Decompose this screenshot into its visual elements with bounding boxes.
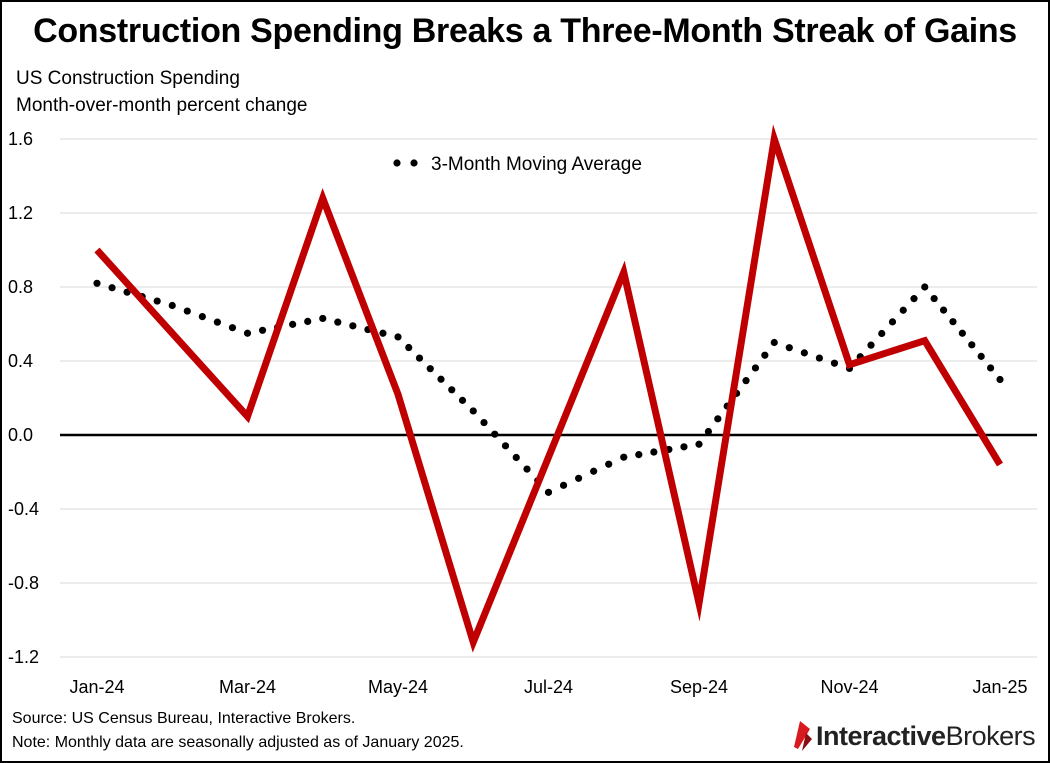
logo-wordmark-bold: Interactive — [816, 720, 946, 751]
moving-average-dot — [458, 396, 467, 404]
moving-average-dot — [751, 364, 760, 372]
moving-average-dot — [334, 318, 342, 326]
moving-average-dot — [930, 294, 938, 303]
moving-average-dot — [491, 430, 499, 438]
moving-average-dot — [183, 307, 191, 315]
moving-average-dot — [544, 488, 553, 496]
moving-average-dot — [742, 377, 750, 385]
moving-average-dot — [379, 329, 387, 337]
moving-average-dot — [939, 306, 948, 314]
source-note: Source: US Census Bureau, Interactive Br… — [12, 710, 356, 727]
moving-average-dot — [590, 467, 598, 475]
y-tick-label: 0.8 — [8, 277, 33, 297]
moving-average-dot — [512, 453, 520, 462]
moving-average-dot — [899, 306, 907, 314]
moving-average-dot — [108, 284, 116, 292]
legend-marker-dot — [393, 159, 401, 167]
moving-average-dot — [198, 313, 206, 321]
moving-average-dot — [680, 443, 688, 451]
moving-average-dot — [480, 418, 488, 427]
moving-average-dot — [620, 453, 628, 461]
moving-average-dot — [968, 341, 976, 349]
y-tick-label: 0.0 — [8, 425, 33, 445]
moving-average-dot — [153, 297, 161, 305]
moving-average-dot — [349, 322, 357, 330]
moving-average-dot — [815, 354, 824, 362]
moving-average-dot — [228, 324, 237, 332]
moving-average-dot — [977, 352, 985, 360]
legend-marker-dot — [410, 159, 418, 167]
moving-average-dot — [996, 375, 1004, 384]
monthly-change-line — [94, 124, 1003, 653]
x-tick-label: Jan-25 — [972, 677, 1027, 697]
moving-average-dot — [714, 415, 722, 423]
x-tick-label: Nov-24 — [820, 677, 878, 697]
moving-average-dot — [695, 440, 703, 448]
y-tick-label: -1.2 — [8, 647, 39, 667]
moving-average-dot — [523, 465, 531, 473]
moving-average-dot — [650, 448, 658, 456]
moving-average-dot — [635, 451, 643, 459]
moving-average-dot — [319, 314, 327, 323]
moving-average-dot — [213, 318, 221, 326]
moving-average-dot — [415, 354, 424, 362]
moving-average-dot — [704, 427, 713, 436]
moving-average-dot — [910, 295, 918, 303]
legend-label: 3-Month Moving Average — [431, 154, 642, 175]
moving-average-dot — [830, 359, 839, 367]
moving-average-dot — [921, 283, 929, 291]
moving-average-dot — [469, 407, 477, 415]
y-tick-label: -0.4 — [8, 499, 39, 519]
logo-wordmark-regular: Brokers — [945, 720, 1036, 751]
chart-title: Construction Spending Breaks a Three-Mon… — [33, 12, 1017, 50]
moving-average-dot — [878, 329, 886, 338]
data-note: Note: Monthly data are seasonally adjust… — [12, 734, 464, 751]
y-tick-label: -0.8 — [8, 573, 39, 593]
moving-average-dot — [405, 343, 413, 352]
moving-average-dot — [289, 320, 297, 328]
moving-average-dot — [258, 326, 267, 334]
x-tick-label: May-24 — [368, 677, 428, 697]
logo-wordmark: InteractiveBrokers — [816, 720, 1036, 752]
x-tick-label: Mar-24 — [219, 677, 276, 697]
moving-average-dot — [761, 351, 769, 359]
moving-average-dot — [888, 318, 897, 326]
moving-average-dot — [949, 318, 957, 326]
moving-average-dot — [986, 364, 995, 372]
x-tick-label: Sep-24 — [670, 677, 728, 697]
y-tick-label: 1.6 — [8, 129, 33, 149]
moving-average-dot — [93, 279, 101, 287]
chart-subtitle-series: US Construction Spending — [16, 68, 240, 89]
moving-average-dot — [770, 338, 778, 347]
y-tick-label: 1.2 — [8, 203, 33, 223]
moving-average-dot — [448, 386, 456, 394]
moving-average-dot — [394, 333, 402, 341]
moving-average-dot — [867, 341, 875, 349]
moving-average-dot — [958, 329, 966, 337]
moving-average-dot — [575, 474, 583, 482]
chart-subtitle-units: Month-over-month percent change — [16, 95, 308, 116]
logo-flame-icon — [794, 721, 812, 751]
moving-average-dot — [800, 349, 808, 357]
moving-average-dot — [426, 365, 434, 373]
moving-average-dot — [559, 481, 568, 489]
x-tick-label: Jul-24 — [524, 677, 573, 697]
moving-average-dot — [304, 317, 312, 326]
moving-average-dot — [243, 329, 252, 337]
x-tick-label: Jan-24 — [69, 677, 124, 697]
y-tick-label: 0.4 — [8, 351, 33, 371]
moving-average-dot — [785, 344, 793, 352]
moving-average-dot — [437, 375, 445, 383]
moving-average-dot — [168, 301, 176, 310]
moving-average-dot — [605, 460, 613, 468]
moving-average-dot — [501, 442, 510, 450]
interactive-brokers-logo: InteractiveBrokers — [790, 716, 1036, 756]
